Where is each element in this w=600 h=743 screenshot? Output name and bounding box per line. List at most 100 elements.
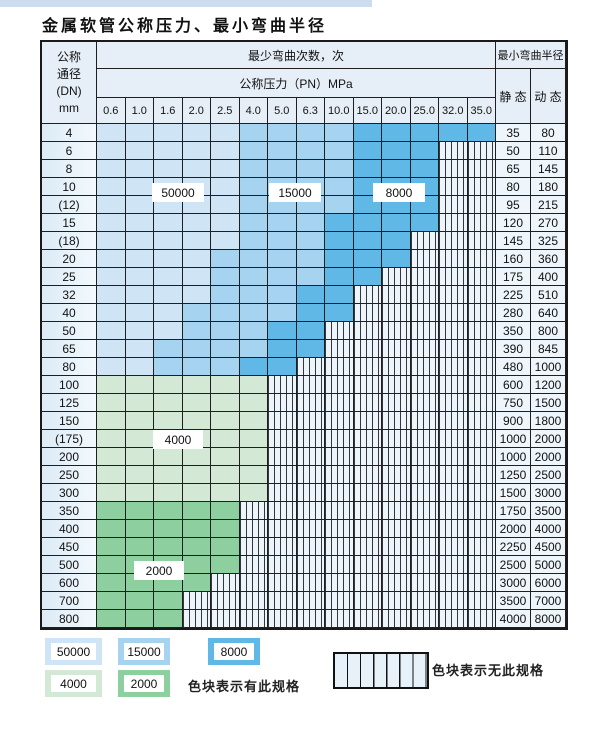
- no-spec-hatch-cell: [382, 466, 411, 484]
- no-spec-hatch-cell: [410, 430, 439, 448]
- spec-zone-cell: [154, 412, 183, 430]
- spec-zone-cell: [296, 304, 325, 322]
- spec-zone-cell: [211, 358, 240, 376]
- spec-zone-cell: [353, 232, 382, 250]
- static-radius-value: 80: [496, 178, 531, 196]
- spec-zone-cell: [211, 304, 240, 322]
- static-radius-value: 225: [496, 286, 531, 304]
- spec-zone-cell: [325, 232, 354, 250]
- spec-zone-cell: [97, 178, 126, 196]
- cycle-count-label: 4000: [153, 430, 203, 449]
- no-spec-hatch-cell: [410, 466, 439, 484]
- spec-zone-cell: [182, 502, 211, 520]
- spec-zone-cell: [97, 160, 126, 178]
- dynamic-radius-value: 2000: [531, 448, 566, 466]
- spec-zone-cell: [182, 304, 211, 322]
- spec-zone-cell: [182, 484, 211, 502]
- spec-zone-cell: [211, 340, 240, 358]
- no-spec-hatch-cell: [382, 412, 411, 430]
- no-spec-hatch-cell: [353, 466, 382, 484]
- spec-zone-cell: [154, 160, 183, 178]
- no-spec-hatch-cell: [439, 430, 468, 448]
- no-spec-hatch-cell: [439, 358, 468, 376]
- pressure-tick: 10.0: [325, 98, 354, 124]
- spec-zone-cell: [154, 250, 183, 268]
- spec-zone-cell: [154, 502, 183, 520]
- dn-value-cell: 400: [42, 520, 97, 538]
- spec-zone-cell: [182, 574, 211, 592]
- no-spec-hatch-cell: [467, 286, 496, 304]
- dn-value-cell: 150: [42, 412, 97, 430]
- static-radius-value: 3500: [496, 592, 531, 610]
- static-radius-value: 900: [496, 412, 531, 430]
- dn-value-cell: (12): [42, 196, 97, 214]
- no-spec-hatch-cell: [268, 430, 297, 448]
- no-spec-hatch-cell: [410, 232, 439, 250]
- spec-zone-cell: [268, 340, 297, 358]
- no-spec-hatch-cell: [268, 502, 297, 520]
- legend-no-spec-note: 色块表示无此规格: [432, 663, 545, 678]
- dn-value-cell: (18): [42, 232, 97, 250]
- spec-zone-cell: [239, 142, 268, 160]
- no-spec-hatch-cell: [382, 340, 411, 358]
- spec-zone-cell: [239, 286, 268, 304]
- spec-zone-cell: [239, 358, 268, 376]
- dynamic-radius-value: 845: [531, 340, 566, 358]
- spec-zone-cell: [211, 286, 240, 304]
- spec-zone-cell: [296, 232, 325, 250]
- no-spec-hatch-cell: [325, 340, 354, 358]
- no-spec-hatch-cell: [353, 592, 382, 610]
- no-spec-hatch-cell: [382, 304, 411, 322]
- dynamic-radius-value: 180: [531, 178, 566, 196]
- spec-zone-cell: [182, 124, 211, 142]
- spec-zone-cell: [325, 214, 354, 232]
- dn-value-cell: 15: [42, 214, 97, 232]
- no-spec-hatch-cell: [439, 574, 468, 592]
- spec-zone-cell: [211, 430, 240, 448]
- spec-zone-cell: [182, 214, 211, 232]
- spec-zone-cell: [154, 268, 183, 286]
- spec-zone-cell: [325, 304, 354, 322]
- spec-zone-cell: [239, 268, 268, 286]
- spec-zone-cell: [211, 412, 240, 430]
- no-spec-hatch-cell: [353, 304, 382, 322]
- no-spec-hatch-cell: [410, 358, 439, 376]
- static-radius-value: 3000: [496, 574, 531, 592]
- spec-zone-cell: [125, 124, 154, 142]
- top-accent-strip: [0, 0, 372, 7]
- no-spec-hatch-cell: [410, 286, 439, 304]
- no-spec-hatch-cell: [353, 574, 382, 592]
- dn-header-line: 公称: [56, 49, 81, 64]
- pressure-tick: 6.3: [296, 98, 325, 124]
- static-radius-value: 1250: [496, 466, 531, 484]
- no-spec-hatch-cell: [325, 592, 354, 610]
- dn-value-cell: 40: [42, 304, 97, 322]
- spec-zone-cell: [154, 394, 183, 412]
- no-spec-hatch-cell: [410, 250, 439, 268]
- spec-zone-cell: [182, 556, 211, 574]
- no-spec-hatch-cell: [296, 592, 325, 610]
- no-spec-hatch-cell: [467, 592, 496, 610]
- pressure-tick: 4.0: [239, 98, 268, 124]
- static-radius-value: 750: [496, 394, 531, 412]
- no-spec-hatch-cell: [410, 610, 439, 628]
- no-spec-hatch-cell: [439, 286, 468, 304]
- no-spec-hatch-cell: [410, 520, 439, 538]
- no-spec-hatch-cell: [296, 556, 325, 574]
- spec-zone-cell: [296, 286, 325, 304]
- spec-zone-cell: [211, 484, 240, 502]
- no-spec-hatch-cell: [439, 322, 468, 340]
- legend-swatch-15000: 15000: [118, 638, 170, 665]
- spec-zone-cell: [97, 214, 126, 232]
- dn-value-cell: 80: [42, 358, 97, 376]
- spec-zone-cell: [211, 448, 240, 466]
- dynamic-radius-value: 2500: [531, 466, 566, 484]
- dynamic-radius-value: 360: [531, 250, 566, 268]
- no-spec-hatch-cell: [353, 340, 382, 358]
- no-spec-hatch-cell: [211, 574, 240, 592]
- dn-value-cell: 800: [42, 610, 97, 628]
- dn-value-cell: 4: [42, 124, 97, 142]
- no-spec-hatch-cell: [325, 448, 354, 466]
- no-spec-hatch-cell: [439, 466, 468, 484]
- no-spec-hatch-cell: [467, 394, 496, 412]
